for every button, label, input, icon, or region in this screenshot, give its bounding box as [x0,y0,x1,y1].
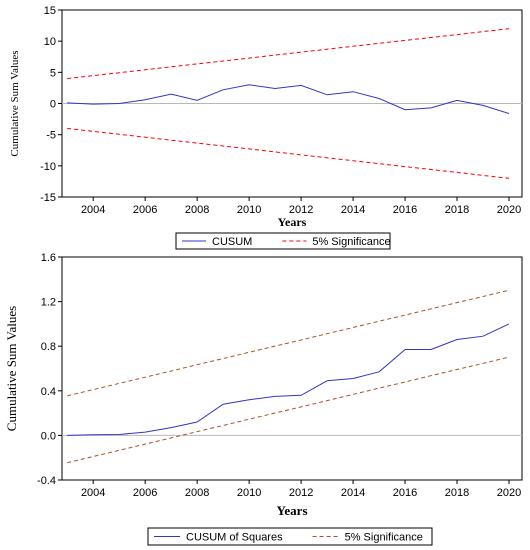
legend-label: CUSUM [212,236,252,248]
chart-2: 1.6 1.2 0.8 0.4 0.0 -0.4 2004 2006 2008 2010 2012 2… [4,252,523,546]
x-tick-label: 2012 [289,204,313,216]
x-tick-label: 2014 [341,204,365,216]
legend-label: 5% Significance [312,236,390,248]
y-tick-label: -15 [40,192,56,204]
x-tick-label: 2008 [185,487,209,499]
x-tick-label: 2010 [237,204,261,216]
chart-1: 15 10 5 0 -5 -10 -15 2004 2006 2008 2010 2012 2014 20… [9,5,523,250]
significance-bound-line [67,356,510,464]
y-tick-label: 0 [50,99,56,111]
y-tick-label: 10 [44,36,56,48]
x-tick-label: 2006 [133,487,157,499]
y-axis-title: Cumulative Sum Values [9,50,21,156]
significance-bound-line [67,289,510,397]
x-tick-label: 2018 [445,204,469,216]
x-tick-label: 2016 [393,204,417,216]
x-tick-label: 2004 [81,204,105,216]
x-tick-label: 2008 [185,204,209,216]
y-tick-label: 1.6 [41,252,56,264]
x-axis-title: Years [278,215,307,229]
x-tick-label: 2012 [289,487,313,499]
y-tick-label: -5 [46,130,56,142]
y-tick-label: 0.8 [41,341,56,353]
y-axis-title: Cumulative Sum Values [4,306,19,431]
y-tick-label: 1.2 [41,297,56,309]
x-tick-label: 2004 [81,487,105,499]
x-axis-title: Years [276,503,307,518]
x-tick-label: 2010 [237,487,261,499]
y-tick-label: -10 [40,161,56,173]
x-tick-label: 2018 [445,487,469,499]
y-tick-label: -0.4 [37,475,56,487]
cusum-line [67,323,510,436]
significance-bound-line [67,28,510,80]
y-tick-label: 5 [50,67,56,79]
legend-label: 5% Significance [345,532,423,544]
x-tick-label: 2006 [133,204,157,216]
cusum-line [67,84,510,114]
significance-bound-line [67,127,510,179]
x-tick-label: 2016 [393,487,417,499]
legend: CUSUM 5% Significance [175,232,391,250]
x-tick-label: 2020 [497,487,521,499]
legend-label: CUSUM of Squares [186,532,283,544]
y-tick-label: 15 [44,5,56,17]
plot-frame [61,256,523,481]
y-tick-label: 0.0 [41,430,56,442]
y-tick-label: 0.4 [41,386,56,398]
legend: CUSUM of Squares 5% Significance [147,527,433,546]
legend-box [147,527,433,546]
x-tick-label: 2020 [497,204,521,216]
x-tick-label: 2014 [341,487,365,499]
